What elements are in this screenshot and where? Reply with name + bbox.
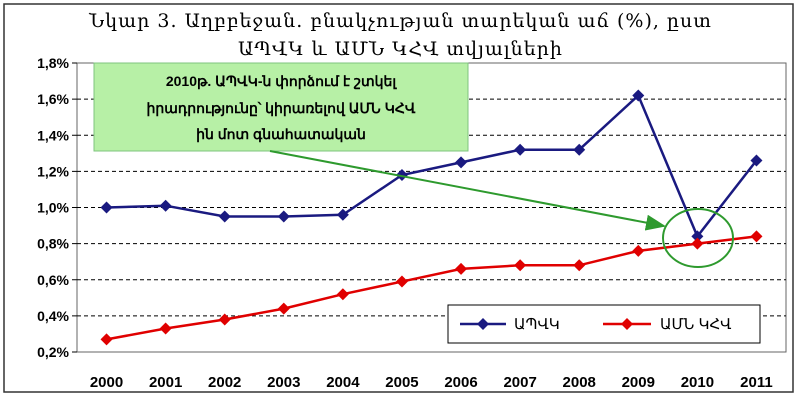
- data-point-apvk: [573, 143, 586, 156]
- y-tick-label: 1,8%: [37, 55, 69, 71]
- legend: ԱՊՎԿ ԱՄՆ ԿՀՎ: [447, 304, 761, 344]
- x-tick-label: 2006: [444, 374, 477, 391]
- y-tick-label: 0,6%: [37, 272, 69, 288]
- x-tick-label: 2003: [267, 374, 300, 391]
- data-point-cia: [100, 333, 113, 346]
- annotation-line-3: ին մոտ գնահատական: [196, 126, 366, 143]
- data-point-apvk: [100, 201, 113, 214]
- data-point-apvk: [395, 168, 408, 181]
- legend-label-cia: ԱՄՆ ԿՀՎ: [660, 316, 731, 333]
- data-point-apvk: [455, 156, 468, 169]
- data-point-cia: [691, 237, 704, 250]
- x-tick-label: 2007: [503, 374, 536, 391]
- legend-label-apvk: ԱՊՎԿ: [514, 316, 560, 333]
- y-tick-label: 1,0%: [37, 200, 69, 216]
- data-point-cia: [336, 288, 349, 301]
- legend-marker-cia: [621, 318, 633, 330]
- y-tick-label: 1,2%: [37, 163, 69, 179]
- y-tick-label: 1,4%: [37, 127, 69, 143]
- chart-title: Նկար 3. Աղբբեջան. բնակչության տարեկան աճ…: [89, 10, 712, 32]
- x-tick-label: 2009: [622, 374, 655, 391]
- series-line-apvk: [106, 93, 758, 239]
- annotation-callout: 2010թ. ԱՊՎԿ-ն փորձում է շտկել իրադրությո…: [93, 62, 734, 268]
- annotation-box: [93, 62, 469, 152]
- data-point-cia: [277, 302, 290, 315]
- y-tick-label: 1,6%: [37, 91, 69, 107]
- annotation-arrow: [269, 150, 666, 231]
- data-point-apvk: [632, 89, 645, 102]
- x-tick-label: 2000: [90, 374, 123, 391]
- y-tick-label: 0,8%: [37, 236, 69, 252]
- y-tick-label: 0,4%: [37, 308, 69, 324]
- y-axis: 0,2% 0,4% 0,6% 0,8% 1,0% 1,2% 1,4% 1,6% 1,8%: [37, 55, 77, 360]
- x-tick-label: 2005: [385, 374, 418, 391]
- data-point-apvk: [277, 210, 290, 223]
- annotation-line-2: իրադրությունը՝ կիրառելով ԱՄՆ ԿՀՎ: [147, 100, 416, 117]
- chart-subtitle: ԱՊՎԿ և ԱՄՆ ԿՀՎ տվյալների: [238, 38, 563, 60]
- y-tick-label: 0,2%: [37, 344, 69, 360]
- x-axis: 2000 2001 2002 2003 2004 2005 2006 2007 2008 2009…: [90, 374, 773, 391]
- outer-border: [3, 3, 794, 393]
- annotation-circle: [662, 208, 734, 268]
- data-point-cia: [514, 259, 527, 272]
- data-point-apvk: [159, 199, 172, 212]
- data-point-cia: [632, 244, 645, 257]
- x-tick-label: 2004: [326, 374, 360, 391]
- data-point-cia: [573, 259, 586, 272]
- data-point-apvk: [336, 208, 349, 221]
- x-tick-label: 2002: [208, 374, 241, 391]
- x-tick-label: 2011: [740, 374, 773, 391]
- x-tick-label: 2010: [681, 374, 714, 391]
- series-line-cia: [106, 235, 757, 341]
- x-tick-label: 2001: [149, 374, 182, 391]
- series-layer: [100, 89, 763, 346]
- data-point-cia: [395, 275, 408, 288]
- data-point-cia: [218, 313, 231, 326]
- data-point-cia: [455, 262, 468, 275]
- data-point-apvk: [218, 210, 231, 223]
- data-point-apvk: [514, 143, 527, 156]
- x-tick-label: 2008: [563, 374, 596, 391]
- annotation-line-1: 2010թ. ԱՊՎԿ-ն փորձում է շտկել: [166, 73, 397, 90]
- data-point-cia: [159, 322, 172, 335]
- data-point-cia: [750, 230, 763, 243]
- legend-marker-apvk: [477, 318, 489, 330]
- data-point-apvk: [691, 230, 704, 243]
- data-point-apvk: [750, 154, 763, 167]
